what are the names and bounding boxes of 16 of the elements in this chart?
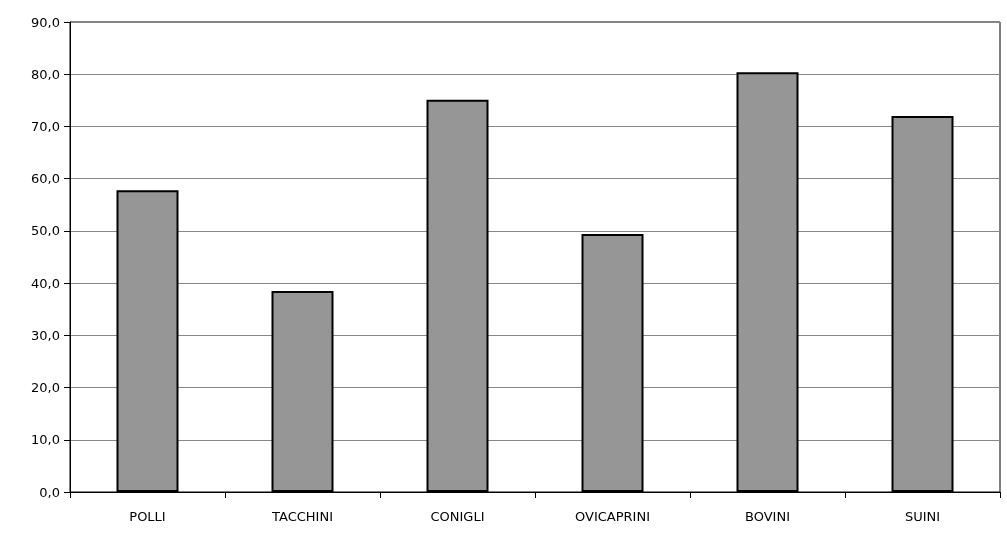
- y-tick-label: 80,0: [31, 66, 60, 82]
- y-tick-label: 10,0: [31, 432, 60, 448]
- x-tick-label: BOVINI: [745, 509, 790, 524]
- y-tick-label: 0,0: [39, 484, 60, 500]
- x-tick-label: OVICAPRINI: [575, 509, 650, 524]
- y-tick-label: 40,0: [31, 275, 60, 291]
- y-tick-label: 20,0: [31, 380, 60, 396]
- y-tick-label: 30,0: [31, 327, 60, 343]
- x-tick-label: TACCHINI: [271, 509, 333, 524]
- x-tick-label: SUINI: [904, 509, 941, 524]
- y-tick-label: 70,0: [31, 118, 60, 134]
- x-tick-label: CONIGLI: [430, 509, 485, 524]
- x-tick-label: POLLI: [129, 509, 166, 524]
- y-tick-label: 60,0: [31, 171, 60, 187]
- y-tick-label: 50,0: [31, 223, 60, 239]
- y-tick-label: 90,0: [31, 14, 60, 30]
